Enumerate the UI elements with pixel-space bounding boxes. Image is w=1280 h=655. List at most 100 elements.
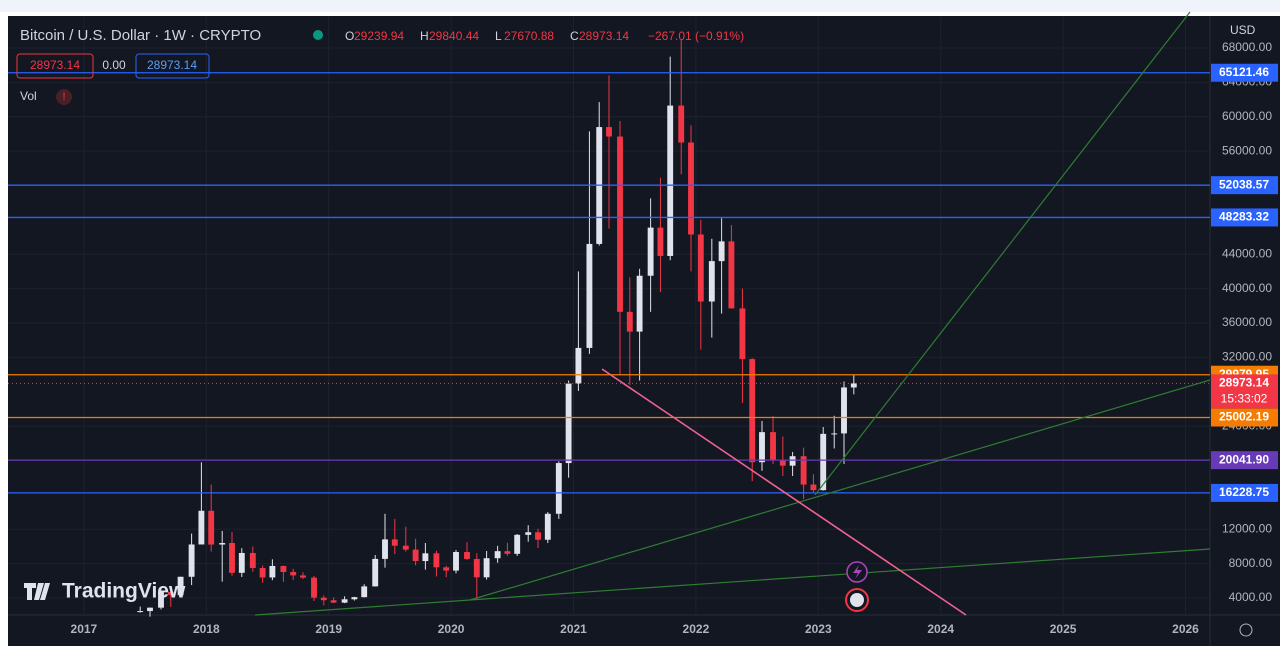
- candle-body: [158, 591, 164, 608]
- candle-body: [177, 576, 184, 596]
- level-label: 48283.32: [1219, 210, 1269, 224]
- y-tick-label: 56000.00: [1222, 143, 1272, 157]
- y-tick-label: 32000.00: [1222, 350, 1272, 364]
- y-tick-label: 44000.00: [1222, 246, 1272, 260]
- candle-body: [555, 463, 562, 514]
- level-label: 65121.46: [1219, 65, 1269, 79]
- candle-body: [535, 532, 541, 540]
- brand-name: TradingView: [62, 580, 186, 603]
- candle-body: [697, 234, 704, 302]
- warning-mark: !: [62, 91, 65, 103]
- level-label-bg: [1211, 208, 1278, 227]
- volume-warning[interactable]: [56, 89, 72, 105]
- candle-body: [850, 383, 857, 388]
- candle-body: [626, 311, 633, 332]
- candle-body: [188, 544, 195, 577]
- candle-body: [525, 532, 532, 535]
- candle-body: [300, 575, 306, 578]
- currency[interactable]: USD: [1230, 23, 1256, 37]
- trend-line[interactable]: [469, 379, 1211, 601]
- candle-body: [330, 600, 337, 603]
- buy-box[interactable]: [135, 53, 210, 79]
- ohlc-key: O: [345, 29, 354, 43]
- ohlc-value: 29840.44: [429, 29, 479, 43]
- level-label-bg: [1211, 63, 1278, 82]
- candle-body: [249, 552, 256, 569]
- x-tick-label: 2023: [805, 622, 832, 636]
- x-tick-label: 2018: [193, 622, 220, 636]
- candle-body: [841, 387, 847, 434]
- candle-body: [657, 227, 664, 256]
- candle-body: [820, 433, 827, 491]
- candle-body: [575, 347, 582, 384]
- candle-body: [280, 565, 287, 572]
- x-tick-label: 2020: [438, 622, 465, 636]
- level-label-bg: [1211, 483, 1278, 502]
- candle-body: [473, 558, 480, 578]
- trend-line[interactable]: [469, 548, 1211, 601]
- settings-icon[interactable]: [1239, 623, 1253, 637]
- candle-body: [311, 577, 317, 598]
- candle-body: [483, 558, 490, 578]
- market-status[interactable]: [313, 30, 323, 40]
- ohlc-key: C: [570, 29, 579, 43]
- trend-line[interactable]: [814, 11, 1191, 496]
- candle-body: [749, 359, 756, 463]
- candle-body: [412, 549, 419, 562]
- trend-line[interactable]: [601, 368, 967, 616]
- candle-body: [728, 241, 735, 309]
- x-tick-label: 2019: [315, 622, 342, 636]
- candle-body: [422, 553, 429, 562]
- candle-body: [617, 136, 623, 312]
- candles: [8, 39, 1210, 617]
- legend: Bitcoin / U.S. Dollar · 1W · CRYPTO 2897…: [16, 23, 1256, 637]
- trend-line[interactable]: [254, 599, 471, 616]
- brand-logo: [24, 583, 50, 600]
- candle-body: [137, 611, 144, 613]
- level-label-bg: [1211, 176, 1278, 195]
- candle-body: [464, 552, 470, 559]
- candle-body: [198, 510, 205, 545]
- candle-body: [351, 597, 358, 600]
- candle-body: [514, 534, 521, 554]
- candle-body: [688, 142, 694, 235]
- candle-body: [219, 543, 226, 545]
- buy-price: 28973.14: [147, 58, 197, 72]
- candle-body: [167, 591, 174, 596]
- volume-label: Vol: [20, 89, 37, 103]
- candle-body: [391, 539, 398, 546]
- candle-body: [372, 558, 379, 587]
- candle-body: [810, 484, 817, 491]
- candle-body: [229, 543, 235, 573]
- level-label: 52038.57: [1219, 177, 1269, 191]
- candle-body: [789, 456, 796, 466]
- candle-body: [453, 552, 459, 571]
- candle-body: [759, 432, 765, 463]
- sell-box[interactable]: [16, 53, 94, 79]
- candle-body: [606, 127, 612, 137]
- candle-body: [636, 275, 643, 332]
- candle-body: [443, 567, 450, 571]
- candle-body: [402, 545, 409, 550]
- y-tick-label: 12000.00: [1222, 521, 1272, 535]
- candle-body: [208, 510, 215, 545]
- candle-body: [739, 308, 746, 360]
- last-price-bg: [1211, 374, 1278, 409]
- level-label-bg: [1211, 408, 1278, 427]
- candle-body: [147, 607, 153, 612]
- price-change: −267.01 (−0.91%): [648, 29, 744, 43]
- ohlc-value: 27670.88: [504, 29, 554, 43]
- candle-body: [667, 105, 674, 256]
- candle-body: [586, 243, 593, 348]
- y-tick-label: 68000.00: [1222, 40, 1272, 54]
- candle-body: [647, 227, 654, 276]
- y-tick-label: 4000.00: [1229, 590, 1273, 604]
- level-label: 20041.90: [1219, 452, 1269, 466]
- y-tick-label: 40000.00: [1222, 281, 1272, 295]
- level-label: 25002.19: [1219, 410, 1269, 424]
- candle-body: [504, 551, 511, 554]
- level-label: 16228.75: [1219, 485, 1269, 499]
- chart-bg: [8, 16, 1280, 646]
- drawings: [254, 11, 1211, 616]
